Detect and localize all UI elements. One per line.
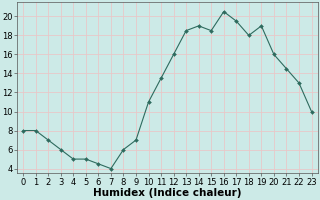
X-axis label: Humidex (Indice chaleur): Humidex (Indice chaleur) [93,188,242,198]
